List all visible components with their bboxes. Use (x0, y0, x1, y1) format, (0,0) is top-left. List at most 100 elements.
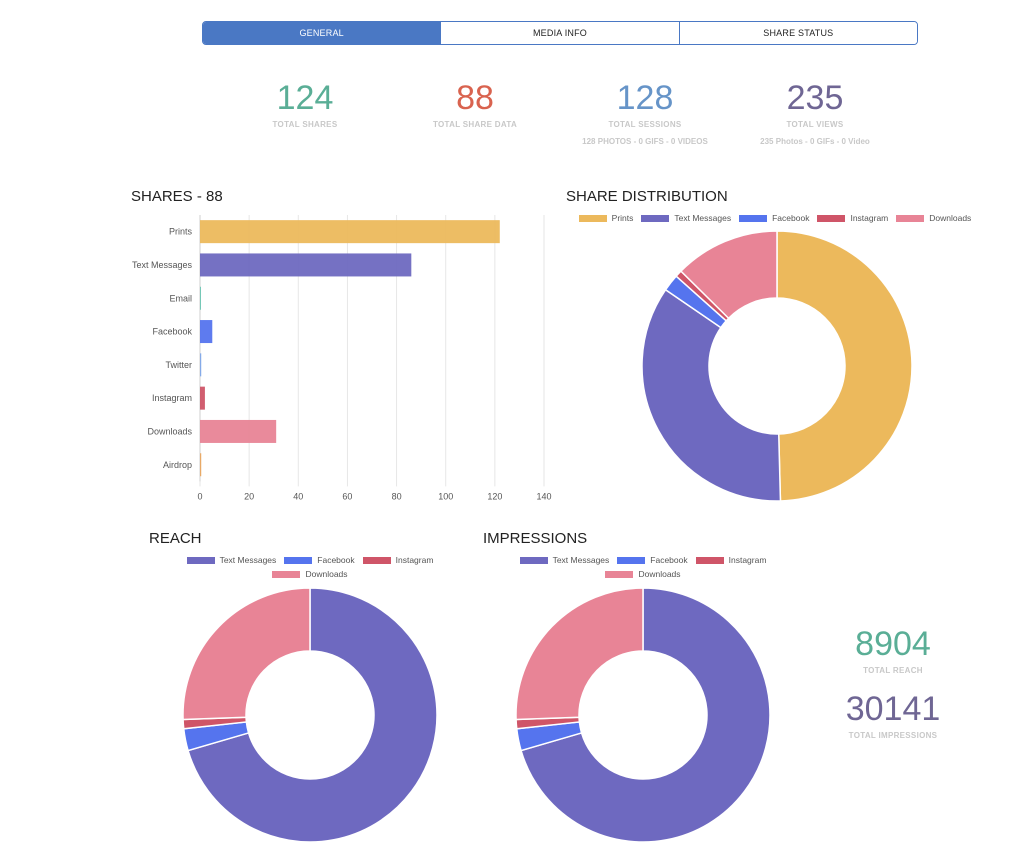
stat-total-reach: 8904 TOTAL REACH (793, 625, 993, 675)
reach-legend: Text Messages Facebook Instagram Downloads (170, 555, 450, 583)
legend-swatch (641, 214, 670, 222)
slice-text-messages[interactable] (520, 587, 771, 843)
legend-swatch (605, 570, 634, 578)
legend-label: Instagram (395, 555, 434, 565)
legend-label: Downloads (929, 213, 972, 223)
y-tick-label: Prints (169, 227, 193, 237)
legend-label: Prints (611, 213, 634, 223)
y-tick-label: Downloads (147, 426, 192, 436)
legend-swatch (739, 214, 768, 222)
total-sessions-breakdown: 128 PHOTOS - 0 GIFS - 0 VIDEOS (582, 137, 708, 146)
reach-title: REACH (149, 530, 202, 547)
share-distribution-donut (641, 230, 913, 502)
impressions-donut (515, 587, 771, 843)
impressions-legend: Text Messages Facebook Instagram Downloads (503, 555, 783, 583)
y-tick-label: Facebook (152, 327, 192, 337)
tab-media-info[interactable]: MEDIA INFO (440, 22, 679, 44)
legend-item-prints[interactable]: Prints (578, 213, 634, 223)
y-tick-label: Instagram (152, 393, 192, 403)
slice-text-messages[interactable] (187, 587, 438, 843)
total-views-label: TOTAL VIEWS (786, 120, 844, 129)
legend-item-downloads[interactable]: Downloads (272, 569, 348, 579)
total-reach-label: TOTAL REACH (863, 666, 923, 675)
impressions-title: IMPRESSIONS (483, 530, 588, 547)
legend-swatch (817, 214, 846, 222)
legend-swatch (896, 214, 925, 222)
tab-bar: GENERAL MEDIA INFO SHARE STATUS (202, 21, 918, 45)
bar-downloads[interactable] (200, 419, 277, 443)
bar-text-messages[interactable] (200, 253, 412, 277)
stat-total-share-data: 88 TOTAL SHARE DATA (375, 79, 575, 129)
slice-prints[interactable] (776, 230, 913, 502)
slice-downloads[interactable] (182, 587, 311, 721)
total-impressions-label: TOTAL IMPRESSIONS (848, 731, 938, 740)
legend-label: Facebook (772, 213, 810, 223)
legend-item-instagram[interactable]: Instagram (362, 555, 434, 565)
legend-swatch (617, 556, 646, 564)
legend-item-downloads[interactable]: Downloads (605, 569, 681, 579)
reach-donut (182, 587, 438, 843)
x-tick-label: 20 (244, 491, 254, 501)
y-tick-label: Text Messages (132, 260, 193, 270)
total-shares-label: TOTAL SHARES (272, 120, 338, 129)
total-impressions-value: 30141 (845, 690, 941, 728)
legend-item-text-messages[interactable]: Text Messages (641, 213, 731, 223)
x-tick-label: 40 (293, 491, 303, 501)
x-tick-label: 100 (438, 491, 453, 501)
slice-downloads[interactable] (515, 587, 644, 721)
total-views-breakdown: 235 Photos - 0 GIFs - 0 Video (760, 137, 870, 146)
tab-general[interactable]: GENERAL (203, 22, 441, 44)
legend-item-instagram[interactable]: Instagram (817, 213, 888, 223)
shares-bar-chart: 0 20 40 60 80 100 120 140 Prints Text Messages Ema… (132, 215, 552, 501)
legend-label: Instagram (728, 555, 767, 565)
legend-label: Instagram (850, 213, 889, 223)
legend-swatch (272, 570, 301, 578)
bar-twitter[interactable] (200, 353, 202, 377)
x-tick-label: 80 (392, 491, 402, 501)
y-tick-label: Airdrop (163, 460, 192, 470)
x-tick-label: 120 (487, 491, 502, 501)
bar-airdrop[interactable] (200, 453, 202, 477)
share-distribution-title: SHARE DISTRIBUTION (566, 188, 728, 205)
slice-downloads[interactable] (679, 230, 778, 320)
bar-email[interactable] (200, 286, 201, 310)
legend-item-text-messages[interactable]: Text Messages (519, 555, 610, 565)
legend-item-downloads[interactable]: Downloads (896, 213, 971, 223)
legend-item-facebook[interactable]: Facebook (284, 555, 355, 565)
shares-chart-title: SHARES - 88 (131, 188, 223, 205)
legend-item-facebook[interactable]: Facebook (739, 213, 809, 223)
slice-text-messages[interactable] (641, 288, 782, 502)
legend-label: Text Messages (674, 213, 732, 223)
share-distribution-legend: Prints Text Messages Facebook Instagram Down… (560, 213, 990, 227)
stat-total-impressions: 30141 TOTAL IMPRESSIONS (793, 690, 993, 740)
legend-swatch (284, 556, 313, 564)
legend-label: Downloads (638, 569, 681, 579)
x-tick-label: 60 (342, 491, 352, 501)
total-shares-value: 124 (276, 79, 334, 117)
total-sessions-label: TOTAL SESSIONS (608, 120, 682, 129)
total-reach-value: 8904 (855, 625, 931, 663)
stat-total-shares: 124 TOTAL SHARES (205, 79, 405, 129)
stat-total-sessions: 128 TOTAL SESSIONS 128 PHOTOS - 0 GIFS -… (545, 79, 745, 146)
bar-facebook[interactable] (200, 320, 213, 344)
bar-prints[interactable] (200, 220, 500, 244)
y-tick-label: Twitter (165, 360, 192, 370)
legend-label: Text Messages (552, 555, 610, 565)
total-views-value: 235 (786, 79, 844, 117)
x-tick-label: 140 (536, 491, 551, 501)
x-tick-label: 0 (197, 491, 202, 501)
y-tick-label: Email (169, 293, 192, 303)
legend-item-instagram[interactable]: Instagram (695, 555, 767, 565)
legend-swatch (578, 214, 607, 222)
legend-swatch (695, 556, 724, 564)
total-share-data-value: 88 (456, 79, 494, 117)
legend-label: Text Messages (219, 555, 277, 565)
stat-total-views: 235 TOTAL VIEWS 235 Photos - 0 GIFs - 0 … (715, 79, 915, 146)
legend-item-facebook[interactable]: Facebook (617, 555, 688, 565)
legend-item-text-messages[interactable]: Text Messages (186, 555, 277, 565)
legend-label: Downloads (305, 569, 348, 579)
bar-instagram[interactable] (200, 386, 205, 410)
legend-swatch (519, 556, 548, 564)
tab-share-status[interactable]: SHARE STATUS (678, 22, 917, 44)
legend-label: Facebook (650, 555, 688, 565)
